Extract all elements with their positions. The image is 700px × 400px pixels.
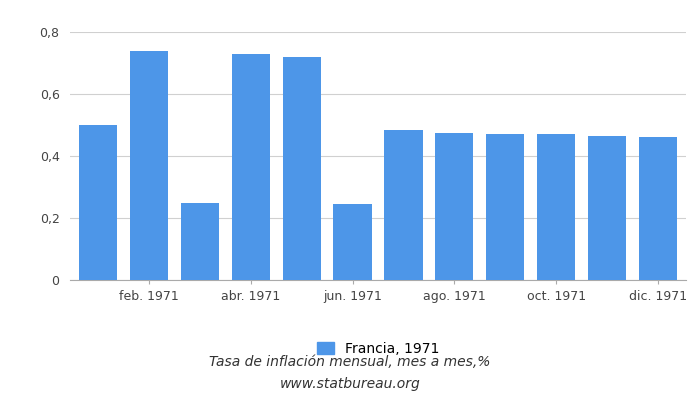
- Bar: [588, 136, 626, 280]
- Bar: [435, 133, 473, 280]
- Text: Tasa de inflación mensual, mes a mes,%: Tasa de inflación mensual, mes a mes,%: [209, 355, 491, 369]
- Bar: [181, 202, 219, 280]
- Bar: [333, 204, 372, 280]
- Legend: Francia, 1971: Francia, 1971: [317, 342, 439, 356]
- Bar: [283, 57, 321, 280]
- Bar: [79, 125, 117, 280]
- Text: www.statbureau.org: www.statbureau.org: [279, 377, 421, 391]
- Bar: [384, 130, 423, 280]
- Bar: [232, 54, 270, 280]
- Bar: [639, 137, 677, 280]
- Bar: [486, 134, 524, 280]
- Bar: [130, 51, 168, 280]
- Bar: [537, 134, 575, 280]
